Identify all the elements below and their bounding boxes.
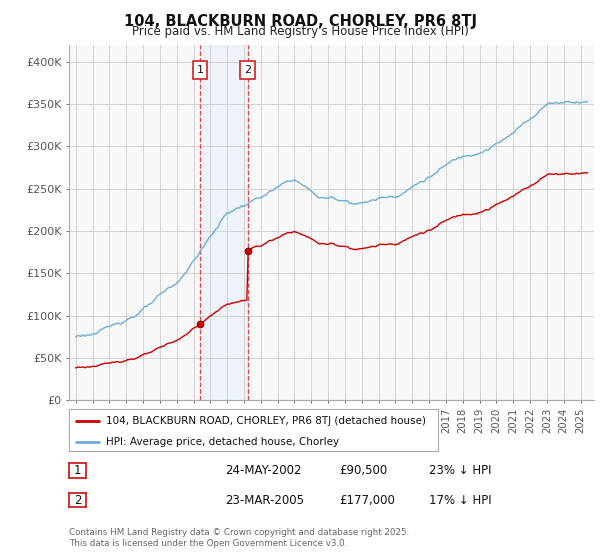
Text: Contains HM Land Registry data © Crown copyright and database right 2025.
This d: Contains HM Land Registry data © Crown c… bbox=[69, 528, 409, 548]
Text: 24-MAY-2002: 24-MAY-2002 bbox=[225, 464, 302, 477]
Text: 1: 1 bbox=[74, 464, 81, 477]
Text: 2: 2 bbox=[74, 493, 81, 507]
Text: 17% ↓ HPI: 17% ↓ HPI bbox=[429, 493, 491, 507]
Text: £177,000: £177,000 bbox=[339, 493, 395, 507]
Text: 2: 2 bbox=[244, 65, 251, 75]
Text: HPI: Average price, detached house, Chorley: HPI: Average price, detached house, Chor… bbox=[106, 437, 339, 447]
Text: £90,500: £90,500 bbox=[339, 464, 387, 477]
Bar bbox=[200, 45, 248, 400]
Text: 23-MAR-2005: 23-MAR-2005 bbox=[225, 493, 304, 507]
Text: Price paid vs. HM Land Registry's House Price Index (HPI): Price paid vs. HM Land Registry's House … bbox=[131, 25, 469, 38]
Text: 23% ↓ HPI: 23% ↓ HPI bbox=[429, 464, 491, 477]
Text: 104, BLACKBURN ROAD, CHORLEY, PR6 8TJ (detached house): 104, BLACKBURN ROAD, CHORLEY, PR6 8TJ (d… bbox=[106, 417, 426, 426]
Text: 1: 1 bbox=[196, 65, 203, 75]
Text: 104, BLACKBURN ROAD, CHORLEY, PR6 8TJ: 104, BLACKBURN ROAD, CHORLEY, PR6 8TJ bbox=[124, 14, 476, 29]
